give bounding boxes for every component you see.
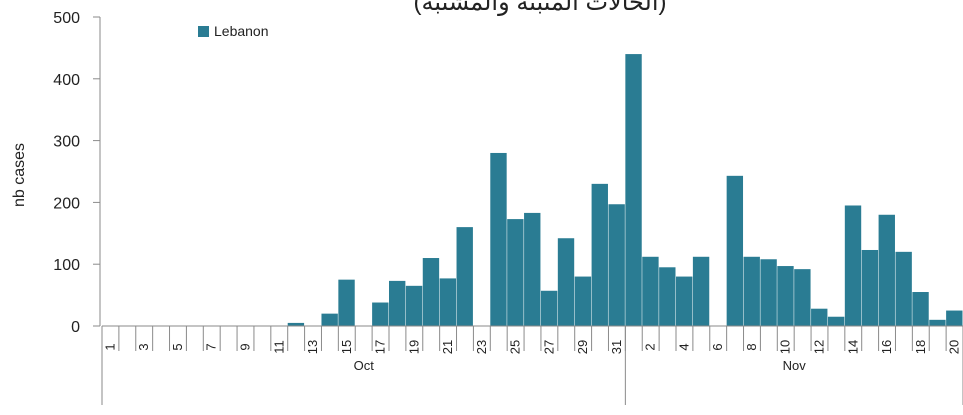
legend-swatch-lebanon (198, 26, 209, 37)
x-tick-label: 29 (575, 340, 590, 354)
bar (642, 256, 659, 326)
x-tick-label: 10 (778, 340, 793, 354)
bar (827, 316, 845, 326)
x-tick-label: 9 (238, 343, 253, 350)
x-tick-label: 3 (136, 343, 151, 350)
x-tick-label: 25 (508, 340, 523, 354)
bar (878, 214, 895, 326)
bar (625, 54, 642, 326)
x-tick-label: 20 (947, 340, 962, 354)
bar (676, 276, 693, 326)
bar (439, 278, 457, 326)
bar (743, 256, 760, 326)
month-label: Oct (354, 358, 375, 373)
y-tick-label: 300 (53, 134, 80, 151)
x-tick-label: 5 (170, 343, 185, 350)
x-tick-label: 12 (812, 340, 827, 354)
y-axis: 0 100 200 300 400 500 (53, 10, 101, 336)
bar (507, 219, 524, 326)
bar (929, 319, 946, 326)
bar (912, 292, 929, 326)
bar (574, 276, 592, 326)
bar (389, 280, 406, 326)
legend: Lebanon (198, 23, 269, 39)
bar (659, 267, 676, 326)
y-tick-label: 0 (71, 319, 80, 336)
bar (608, 204, 625, 326)
x-tick-label: 27 (541, 340, 556, 354)
bar (405, 285, 423, 326)
bar (422, 258, 440, 326)
y-tick-label: 200 (53, 195, 80, 212)
x-tick-label: 16 (879, 340, 894, 354)
bar (946, 310, 963, 326)
x-tick-label: 11 (271, 340, 286, 354)
chart-title: (الحالات المثبتة والمشتبه) (413, 0, 666, 16)
x-tick-label: 15 (339, 340, 354, 354)
y-tick-label: 500 (53, 10, 80, 27)
y-tick-label: 400 (53, 72, 80, 89)
x-tick-label: 23 (474, 340, 489, 354)
bar (811, 308, 828, 326)
bar (844, 205, 862, 326)
x-tick-label: 7 (204, 343, 219, 350)
bar (726, 175, 744, 326)
bar (557, 238, 575, 326)
bar (794, 269, 811, 326)
x-tick-label: 18 (913, 340, 928, 354)
x-tick-label: 2 (643, 343, 658, 350)
x-tick-label: 1 (102, 343, 117, 350)
x-tick-label: 31 (609, 340, 624, 354)
bar (321, 313, 338, 326)
y-tick-label: 100 (53, 257, 80, 274)
bar (591, 183, 608, 326)
x-tick-label: 4 (676, 343, 691, 350)
bar (490, 152, 507, 326)
x-tick-label: 8 (744, 343, 759, 350)
bar (895, 251, 912, 326)
bar (338, 279, 355, 326)
x-tick-label: 21 (440, 340, 455, 354)
bar (861, 249, 879, 326)
y-axis-label: nb cases (11, 143, 28, 207)
bars (287, 54, 963, 326)
bar (287, 322, 305, 326)
bar (372, 302, 389, 326)
bar (524, 212, 541, 326)
bar (540, 290, 558, 326)
x-tick-label: 19 (406, 340, 421, 354)
x-tick-label: 13 (305, 340, 320, 354)
x-tick-label: 14 (845, 340, 860, 354)
month-label: Nov (783, 358, 807, 373)
bar (777, 266, 794, 326)
x-tick-label: 17 (373, 340, 388, 354)
x-axis: 1 3 5 7 9 11 13 15 17 19 21 23 25 27 29 31 2 4 6 8 10 12 14 16 1… (101, 325, 963, 405)
legend-label-lebanon: Lebanon (214, 23, 269, 39)
bar (456, 227, 473, 326)
bar (760, 259, 777, 326)
x-tick-label: 6 (710, 343, 725, 350)
bar (692, 256, 710, 326)
